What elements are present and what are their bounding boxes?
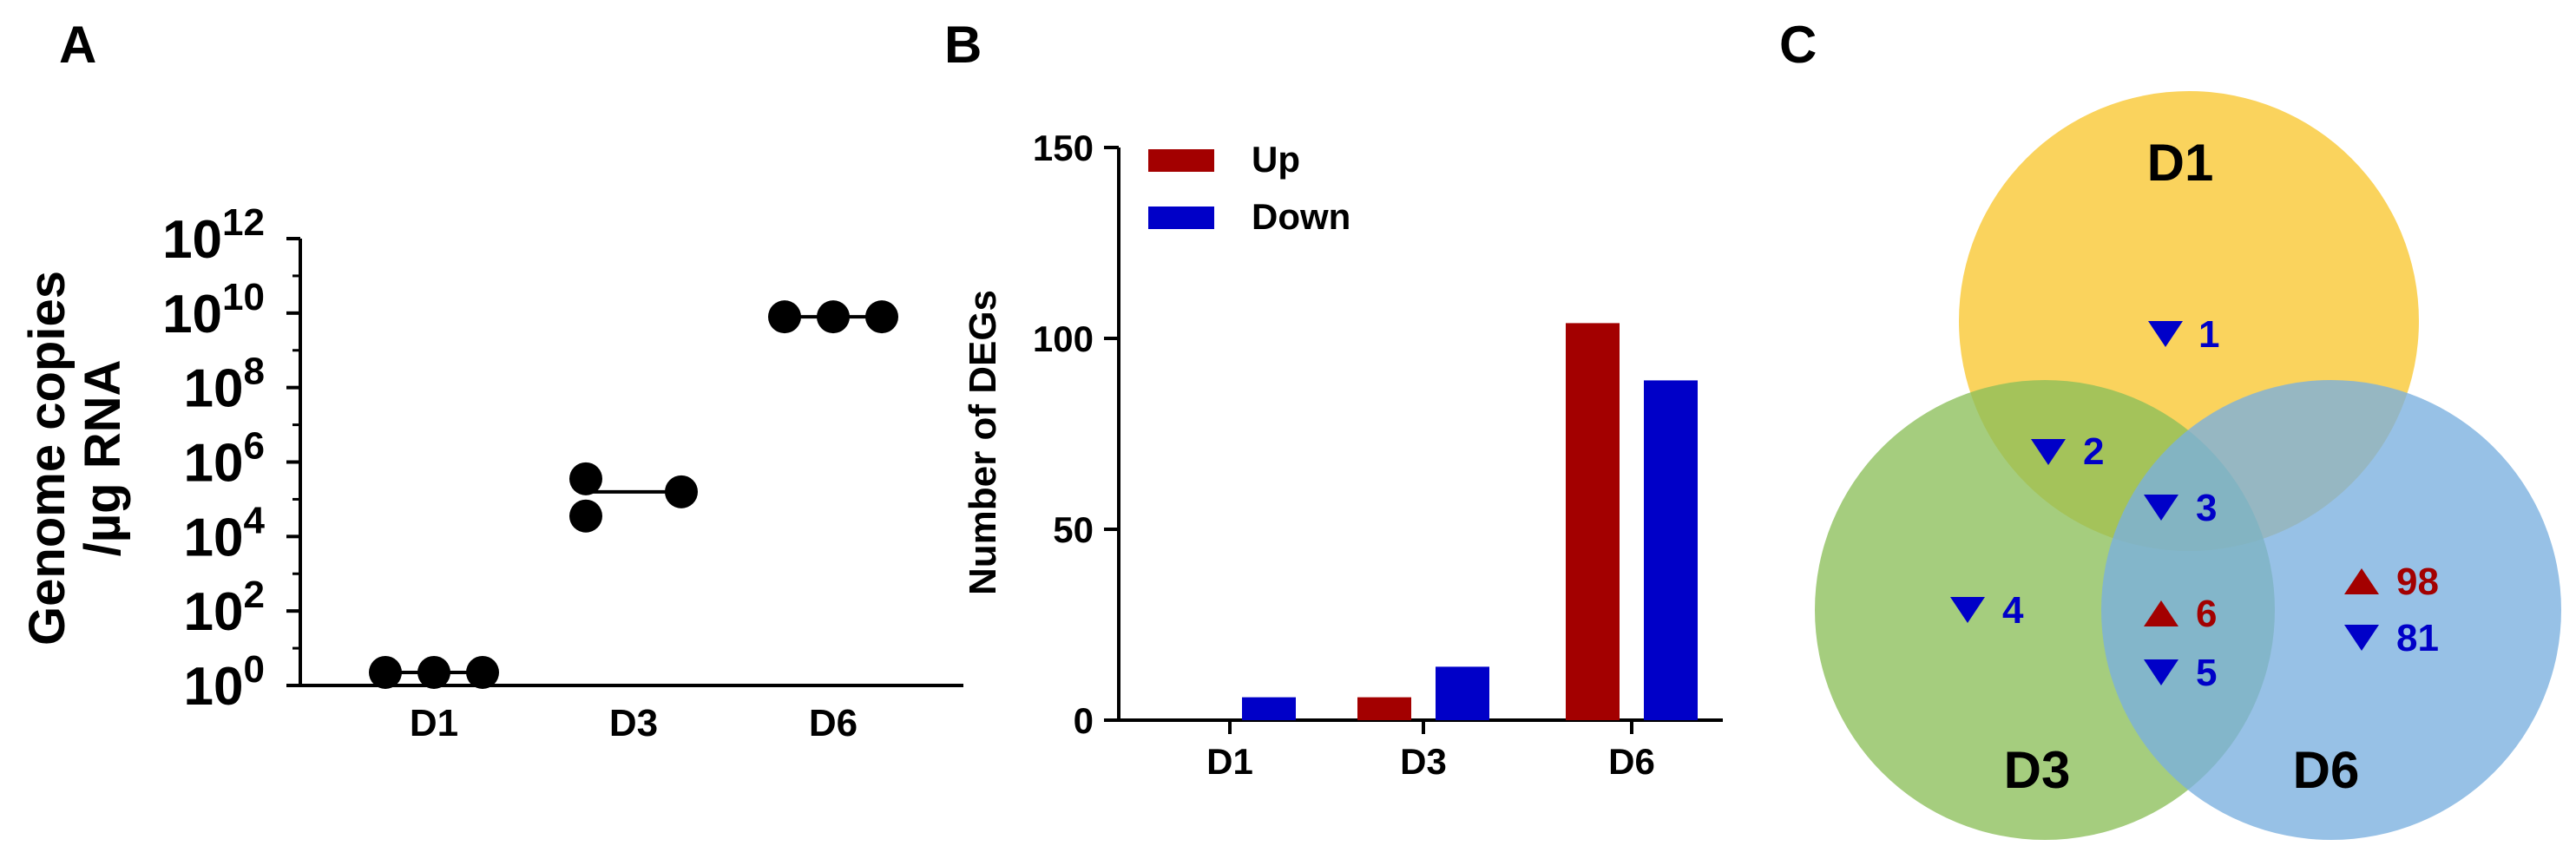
chart-a-y-tick-label: 104 xyxy=(184,499,266,567)
chart-a-axes xyxy=(299,239,963,687)
chart-b-y-tick-label: 50 xyxy=(1053,509,1094,550)
chart-a-ylabel-line2: /µg RNA xyxy=(75,360,131,557)
legend-swatch-down xyxy=(1148,207,1214,229)
legend-swatch-up xyxy=(1148,149,1214,172)
down-triangle-icon xyxy=(2148,321,2183,347)
chart-a-y-tick-label: 108 xyxy=(184,351,265,419)
venn-circle-d6 xyxy=(2101,380,2561,840)
venn-count-all-down: 3 xyxy=(2196,487,2217,529)
chart-a-point xyxy=(417,655,450,689)
chart-b-x-ticks: D1 D3 D6 xyxy=(1206,720,1655,782)
chart-b-y-tick-label: 150 xyxy=(1033,128,1094,168)
chart-a-x-tick-labels: D1 D3 D6 xyxy=(410,702,858,744)
down-triangle-icon xyxy=(2344,625,2379,651)
chart-a-point xyxy=(466,655,499,689)
venn-count-d6-down: 81 xyxy=(2396,617,2439,659)
chart-b-y-tick-label: 0 xyxy=(1074,700,1094,741)
chart-a-median-lines xyxy=(384,315,884,674)
chart-a-ylabel-line1: Genome copies xyxy=(19,271,76,646)
chart-a-point xyxy=(569,499,602,533)
chart-b-bar-down xyxy=(1436,666,1489,720)
chart-a-point xyxy=(569,462,602,495)
chart-a-y-tick-label: 100 xyxy=(184,648,265,717)
down-triangle-icon xyxy=(2144,495,2178,521)
chart-a-x-tick-label: D3 xyxy=(609,702,658,744)
chart-b-bar-up xyxy=(1566,323,1620,720)
chart-a-point xyxy=(817,300,850,334)
chart-a-point xyxy=(768,300,801,334)
venn-set-label-d3: D3 xyxy=(2004,741,2071,799)
chart-a-x-tick-label: D6 xyxy=(809,702,858,744)
chart-a-y-tick-label: 1010 xyxy=(162,276,265,344)
chart-b-bar-down xyxy=(1242,697,1296,720)
panel-label-a: A xyxy=(59,16,96,74)
down-triangle-icon xyxy=(2031,439,2066,465)
legend-label-down: Down xyxy=(1252,196,1350,237)
chart-b-bar-down xyxy=(1644,380,1698,720)
chart-b-bar-up xyxy=(1357,697,1411,720)
panel-label-b: B xyxy=(944,16,982,74)
venn-count-d3-down: 4 xyxy=(2002,589,2024,632)
down-triangle-icon xyxy=(2144,659,2178,685)
chart-a-point xyxy=(369,655,402,689)
chart-c: D1 D3 D6 1 2 3 4 6 5 98 81 xyxy=(1815,91,2561,840)
chart-a-x-tick-label: D1 xyxy=(410,702,458,744)
chart-b-x-tick-label: D1 xyxy=(1206,741,1253,782)
up-triangle-icon xyxy=(2144,600,2178,626)
panel-label-c: C xyxy=(1779,16,1817,74)
legend-label-up: Up xyxy=(1252,139,1300,180)
chart-b-x-tick-label: D6 xyxy=(1608,741,1655,782)
venn-set-label-d1: D1 xyxy=(2147,134,2214,192)
chart-b-y-ticks: 0 50 100 150 xyxy=(1033,128,1119,741)
venn-count-d3-d6-down: 5 xyxy=(2196,652,2217,694)
chart-b-legend: Up Down xyxy=(1148,139,1350,237)
chart-b-y-label: Number of DEGs xyxy=(962,290,1004,595)
chart-a-point xyxy=(865,300,898,334)
up-triangle-icon xyxy=(2344,568,2379,594)
venn-count-d1-d3-down: 2 xyxy=(2083,430,2104,473)
chart-b-x-tick-label: D3 xyxy=(1400,741,1447,782)
venn-set-label-d6: D6 xyxy=(2293,741,2360,799)
venn-count-d1-down: 1 xyxy=(2198,313,2219,356)
chart-a-y-tick-label: 1012 xyxy=(162,201,265,270)
chart-a-y-tick-label: 106 xyxy=(184,425,265,494)
chart-a-y-tick-label: 102 xyxy=(184,574,265,642)
chart-b: 0 50 100 150 D1 D3 D6 Number of DEGs Up Down xyxy=(962,128,1723,782)
chart-a-points xyxy=(369,300,898,689)
chart-b-bars xyxy=(1242,323,1698,720)
chart-a-point xyxy=(665,475,698,508)
chart-a-y-label: Genome copies /µg RNA xyxy=(19,271,131,646)
venn-count-d6-up: 98 xyxy=(2396,561,2439,603)
down-triangle-icon xyxy=(1950,597,1985,623)
venn-count-d3-d6-up: 6 xyxy=(2196,593,2217,635)
chart-b-y-tick-label: 100 xyxy=(1033,318,1094,359)
